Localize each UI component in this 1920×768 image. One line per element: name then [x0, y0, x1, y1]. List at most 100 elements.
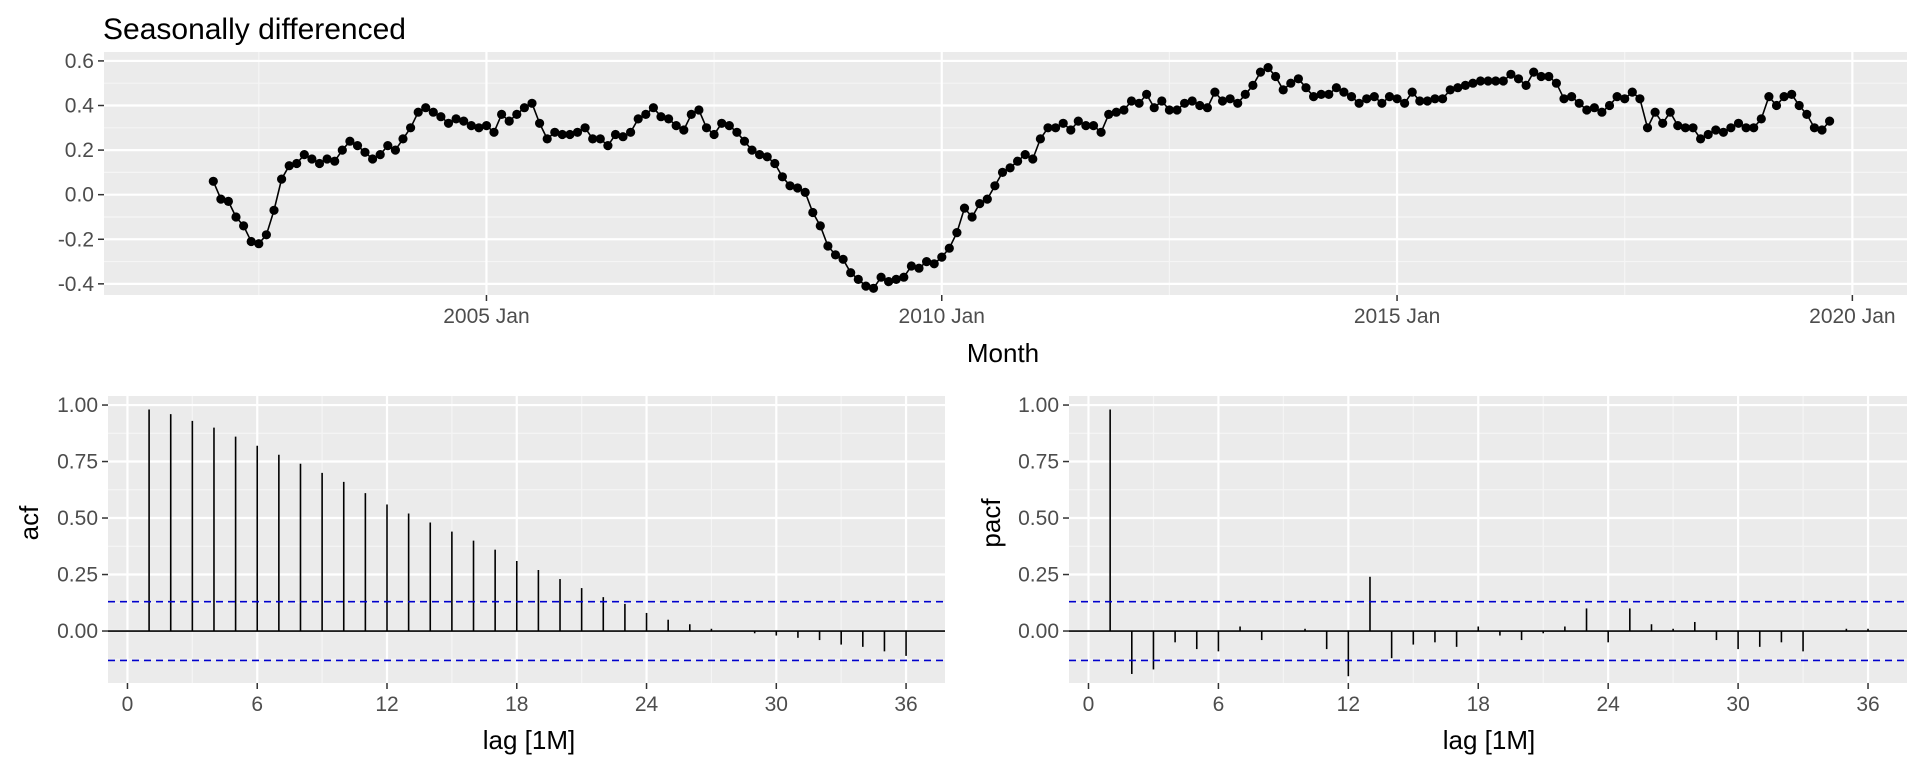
panel-background — [108, 396, 945, 683]
data-point — [1073, 116, 1083, 126]
acf-x-axis-title: lag [1M] — [483, 725, 576, 755]
data-point — [436, 112, 446, 122]
data-point — [785, 181, 795, 191]
data-point — [1142, 89, 1152, 99]
data-point — [1756, 114, 1766, 124]
data-point — [1688, 123, 1698, 133]
data-point — [1035, 134, 1045, 144]
data-point — [823, 241, 833, 251]
data-point — [1058, 118, 1068, 128]
data-point — [1711, 125, 1721, 135]
data-point — [975, 199, 985, 209]
data-point — [1551, 78, 1561, 88]
data-point — [1384, 92, 1395, 102]
data-point — [428, 107, 438, 117]
data-point — [1794, 100, 1804, 111]
data-point — [269, 205, 279, 215]
data-point — [208, 176, 218, 186]
data-point — [1513, 74, 1524, 84]
data-point — [1498, 76, 1508, 86]
data-point — [1787, 89, 1797, 99]
data-point — [1430, 94, 1440, 104]
y-tick-label: 0.00 — [1018, 620, 1059, 643]
data-point — [1673, 121, 1683, 131]
data-point — [1642, 123, 1653, 133]
data-point — [1013, 156, 1023, 166]
y-tick-label: -0.4 — [58, 273, 95, 296]
data-point — [1491, 76, 1501, 86]
data-point — [504, 116, 514, 126]
x-tick-label: 6 — [251, 693, 263, 716]
data-point — [307, 154, 317, 164]
data-point — [1445, 85, 1455, 95]
data-point — [1392, 94, 1402, 104]
data-point — [1407, 87, 1417, 97]
data-point — [1096, 127, 1106, 137]
x-tick-label: 36 — [1856, 693, 1879, 716]
data-point — [1764, 92, 1774, 102]
data-point — [390, 145, 400, 155]
data-point — [1081, 121, 1091, 131]
data-point — [959, 203, 970, 213]
y-tick-label: -0.2 — [58, 228, 94, 251]
data-point — [527, 98, 537, 108]
data-point — [1119, 105, 1129, 115]
x-tick-label: 30 — [1726, 693, 1749, 716]
data-point — [793, 183, 803, 193]
y-tick-label: 0.50 — [1018, 507, 1059, 530]
data-point — [345, 136, 355, 146]
data-point — [1316, 89, 1326, 99]
data-point — [1529, 67, 1539, 77]
data-point — [322, 154, 332, 164]
data-point — [1665, 107, 1675, 117]
data-point — [1779, 92, 1789, 102]
data-point — [1157, 96, 1167, 106]
data-point — [1028, 154, 1038, 164]
data-point — [633, 114, 643, 124]
data-point — [231, 212, 241, 222]
data-point — [648, 103, 659, 113]
data-point — [1278, 85, 1288, 95]
data-point — [1703, 129, 1713, 140]
data-point — [595, 134, 605, 144]
data-point — [565, 129, 575, 140]
data-point — [1544, 71, 1554, 82]
y-tick-label: 0.75 — [1018, 451, 1059, 474]
x-tick-label: 12 — [1337, 693, 1360, 716]
data-point — [1309, 92, 1319, 102]
x-tick-label: 36 — [894, 693, 917, 716]
data-point — [1377, 98, 1387, 108]
data-point — [535, 118, 545, 128]
data-point — [1604, 100, 1615, 111]
data-point — [1749, 123, 1759, 133]
data-point — [1650, 107, 1660, 117]
data-point — [626, 127, 636, 137]
data-point — [580, 123, 590, 133]
data-point — [572, 127, 583, 137]
data-point — [512, 109, 522, 119]
data-point — [292, 158, 302, 169]
x-tick-label: 0 — [1083, 693, 1095, 716]
data-point — [277, 174, 287, 184]
data-point — [671, 121, 681, 131]
data-point — [1210, 87, 1220, 97]
data-point — [1051, 123, 1061, 133]
data-point — [861, 281, 871, 291]
x-tick-label: 24 — [635, 693, 659, 716]
data-point — [1164, 105, 1174, 115]
time-series-panel: 2005 Jan 2010 Jan 2015 Jan 2020 Jan 0.6 0.4 0.… — [58, 50, 1907, 328]
data-point — [770, 158, 780, 169]
data-point — [1233, 98, 1243, 108]
y-tick-label: 0.4 — [65, 95, 95, 118]
data-point — [1202, 103, 1212, 113]
data-point — [1460, 80, 1470, 90]
data-point — [1567, 92, 1577, 102]
x-tick-label: 2005 Jan — [443, 305, 529, 328]
data-point — [1559, 94, 1569, 104]
data-point — [906, 261, 917, 271]
data-point — [246, 236, 256, 247]
data-point — [1809, 123, 1819, 133]
data-point — [914, 263, 924, 273]
data-point — [952, 228, 962, 238]
data-point — [588, 134, 598, 144]
